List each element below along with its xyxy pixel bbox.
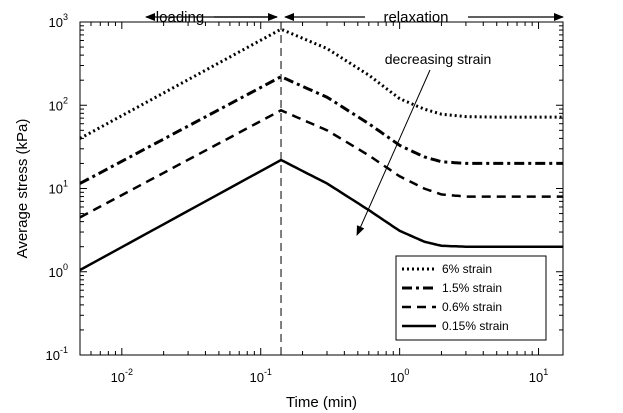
legend-entry-label: 6% strain [442, 262, 492, 276]
series-line-dotted [79, 27, 563, 140]
y-tick-base: 10 [49, 98, 63, 113]
decreasing-strain-annotation: decreasing strain [385, 51, 492, 67]
decreasing-strain-arrow [356, 69, 431, 236]
y-tick-base: 10 [46, 348, 60, 363]
y-tick-label: 102 [49, 95, 68, 113]
y-tick-exponent: 2 [63, 95, 68, 105]
y-tick-label: 103 [49, 12, 68, 30]
y-tick-label: 10-1 [46, 345, 68, 363]
legend-entry-label: 1.5% strain [442, 281, 502, 295]
x-tick-label: 100 [390, 367, 409, 385]
x-tick-base: 10 [249, 370, 263, 385]
series-line-dash-dot [79, 75, 563, 185]
x-tick-base: 10 [390, 370, 404, 385]
y-tick-base: 10 [49, 15, 63, 30]
y-tick-base: 10 [49, 182, 63, 197]
x-tick-label: 10-2 [111, 367, 133, 385]
y-tick-label: 100 [49, 262, 68, 280]
x-tick-base: 10 [529, 370, 543, 385]
y-tick-exponent: -1 [60, 345, 68, 355]
y-tick-base: 10 [49, 265, 63, 280]
x-tick-exponent: 0 [404, 367, 409, 377]
legend-entry-label: 0.15% strain [442, 319, 509, 333]
y-tick-exponent: 0 [63, 262, 68, 272]
legend-entry-label: 0.6% strain [442, 300, 502, 314]
y-tick-exponent: 3 [63, 12, 68, 22]
x-tick-label: 101 [529, 367, 548, 385]
x-tick-base: 10 [111, 370, 125, 385]
x-tick-exponent: 1 [543, 367, 548, 377]
x-axis-title: Time (min) [286, 394, 357, 411]
relaxation-phase-label: relaxation [383, 9, 448, 26]
x-tick-exponent: -1 [264, 367, 272, 377]
y-axis-title: Average stress (kPa) [14, 119, 31, 259]
x-tick-label: 10-1 [249, 367, 271, 385]
loading-phase-label: loading [156, 9, 204, 26]
y-tick-exponent: 1 [63, 179, 68, 189]
series-line-dashed [79, 108, 563, 219]
x-tick-exponent: -2 [125, 367, 133, 377]
series-line-solid [79, 158, 563, 272]
y-tick-label: 101 [49, 179, 68, 197]
